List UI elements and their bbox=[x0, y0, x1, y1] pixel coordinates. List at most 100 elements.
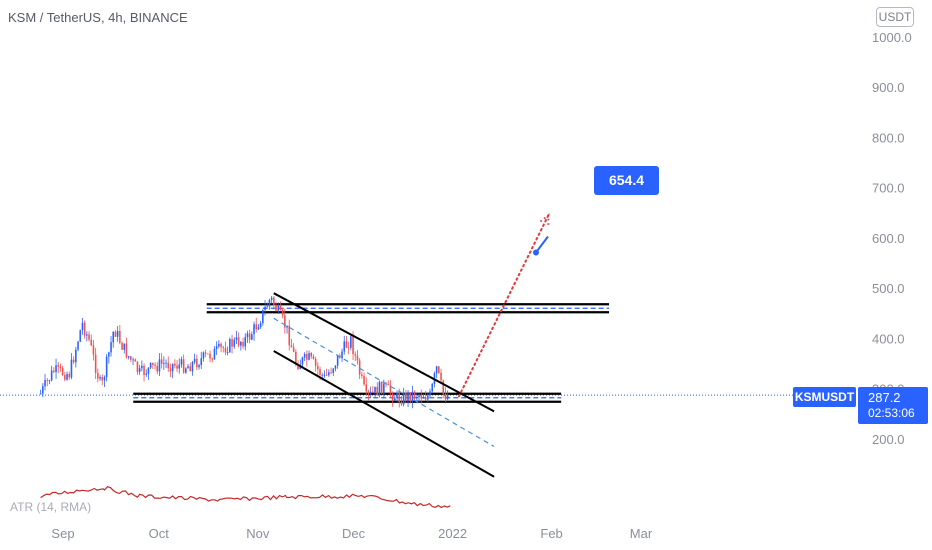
candle-body bbox=[68, 373, 71, 378]
candle-body bbox=[429, 391, 431, 396]
x-tick-label: 2022 bbox=[438, 526, 467, 541]
candle-body bbox=[387, 383, 390, 386]
candle-body bbox=[363, 375, 365, 385]
candle-body bbox=[132, 359, 134, 361]
candle-body bbox=[442, 380, 445, 394]
channel-upper-line[interactable] bbox=[273, 292, 495, 413]
candle-body bbox=[222, 347, 225, 349]
candle-body bbox=[367, 391, 370, 394]
candle-body bbox=[44, 380, 46, 387]
descending-channel[interactable] bbox=[273, 292, 495, 478]
candle-body bbox=[334, 365, 337, 369]
candle-body bbox=[427, 395, 429, 400]
candle-body bbox=[295, 351, 297, 365]
candle-body bbox=[90, 339, 93, 346]
candle-body bbox=[134, 359, 137, 362]
candle-body bbox=[411, 391, 414, 402]
candle-body bbox=[207, 353, 209, 355]
y-tick-label: 400.0 bbox=[872, 331, 905, 346]
candle-body bbox=[136, 361, 139, 372]
candle-body bbox=[182, 359, 185, 373]
candle-body bbox=[224, 348, 227, 353]
candle-body bbox=[53, 370, 55, 373]
candle-body bbox=[288, 325, 291, 346]
candle-body bbox=[226, 352, 229, 353]
candle-body bbox=[277, 305, 280, 311]
candle-body bbox=[292, 347, 295, 352]
candle-body bbox=[444, 393, 447, 400]
projection-line[interactable] bbox=[457, 214, 550, 398]
candle-body bbox=[275, 305, 277, 311]
candle-body bbox=[341, 351, 343, 359]
channel-lower-line[interactable] bbox=[273, 350, 495, 478]
candle-body bbox=[167, 362, 170, 369]
candle-body bbox=[259, 323, 262, 328]
candle-body bbox=[281, 309, 284, 316]
candle-body bbox=[270, 297, 273, 300]
candle-body bbox=[312, 356, 315, 359]
candle-body bbox=[251, 334, 253, 340]
candle-body bbox=[116, 331, 119, 337]
y-tick-label: 1000.0 bbox=[872, 30, 912, 45]
candle-body bbox=[156, 365, 159, 372]
candle-body bbox=[343, 341, 346, 352]
candle-body bbox=[314, 358, 317, 366]
candle-body bbox=[438, 366, 440, 373]
candle-body bbox=[308, 353, 310, 360]
indicator-label: ATR (14, RMA) bbox=[10, 500, 91, 514]
candle-body bbox=[424, 397, 427, 400]
candle-body bbox=[193, 358, 196, 363]
candle-body bbox=[330, 372, 332, 374]
candle-body bbox=[101, 377, 104, 381]
atr-indicator bbox=[40, 486, 451, 509]
y-tick-label: 500.0 bbox=[872, 281, 905, 296]
candle-body bbox=[70, 359, 73, 378]
target-callout[interactable]: 654.4 bbox=[594, 166, 659, 195]
candle-body bbox=[92, 345, 95, 355]
candle-body bbox=[174, 363, 176, 366]
callout-pointer bbox=[535, 235, 549, 254]
candle-body bbox=[108, 352, 110, 357]
candle-body bbox=[143, 365, 145, 375]
candle-body bbox=[110, 342, 112, 353]
bar-countdown: 02:53:06 bbox=[868, 406, 915, 420]
candle-body bbox=[50, 370, 53, 381]
candle-body bbox=[400, 402, 403, 405]
candle-body bbox=[369, 391, 372, 394]
candle-body bbox=[189, 366, 192, 372]
price-candles bbox=[39, 295, 449, 409]
candle-body bbox=[409, 392, 412, 402]
candle-body bbox=[402, 392, 405, 405]
candle-body bbox=[391, 393, 394, 401]
candle-body bbox=[446, 394, 449, 400]
candle-body bbox=[440, 372, 442, 381]
x-tick-label: Feb bbox=[540, 526, 562, 541]
candle-body bbox=[323, 374, 326, 376]
candle-body bbox=[86, 334, 88, 336]
candle-body bbox=[374, 386, 376, 393]
candle-body bbox=[152, 362, 154, 365]
candle-body bbox=[72, 359, 75, 363]
candle-body bbox=[154, 364, 156, 366]
horizontal-zones[interactable] bbox=[133, 303, 610, 403]
candle-body bbox=[94, 354, 97, 373]
candle-body bbox=[48, 380, 51, 382]
candle-body bbox=[389, 385, 392, 394]
candle-body bbox=[268, 299, 271, 307]
candle-body bbox=[171, 363, 174, 372]
candle-body bbox=[158, 359, 161, 372]
candle-body bbox=[262, 309, 264, 324]
x-tick-label: Mar bbox=[630, 526, 653, 541]
candle-body bbox=[198, 365, 200, 368]
candle-body bbox=[121, 342, 123, 350]
candle-body bbox=[306, 354, 308, 360]
candle-body bbox=[125, 343, 128, 358]
candle-body bbox=[246, 333, 249, 338]
currency-selector[interactable]: USDT bbox=[876, 7, 914, 27]
chart-title: KSM / TetherUS, 4h, BINANCE bbox=[8, 10, 188, 25]
projection-path[interactable] bbox=[457, 213, 550, 398]
candle-body bbox=[112, 331, 115, 343]
candle-body bbox=[191, 362, 194, 372]
candle-body bbox=[145, 373, 148, 375]
